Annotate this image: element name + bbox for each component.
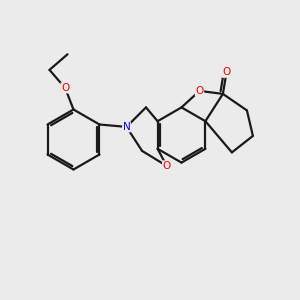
Text: O: O — [222, 67, 231, 77]
Text: O: O — [61, 83, 69, 93]
Text: O: O — [195, 86, 204, 96]
Text: O: O — [163, 161, 171, 171]
Text: N: N — [123, 122, 130, 132]
